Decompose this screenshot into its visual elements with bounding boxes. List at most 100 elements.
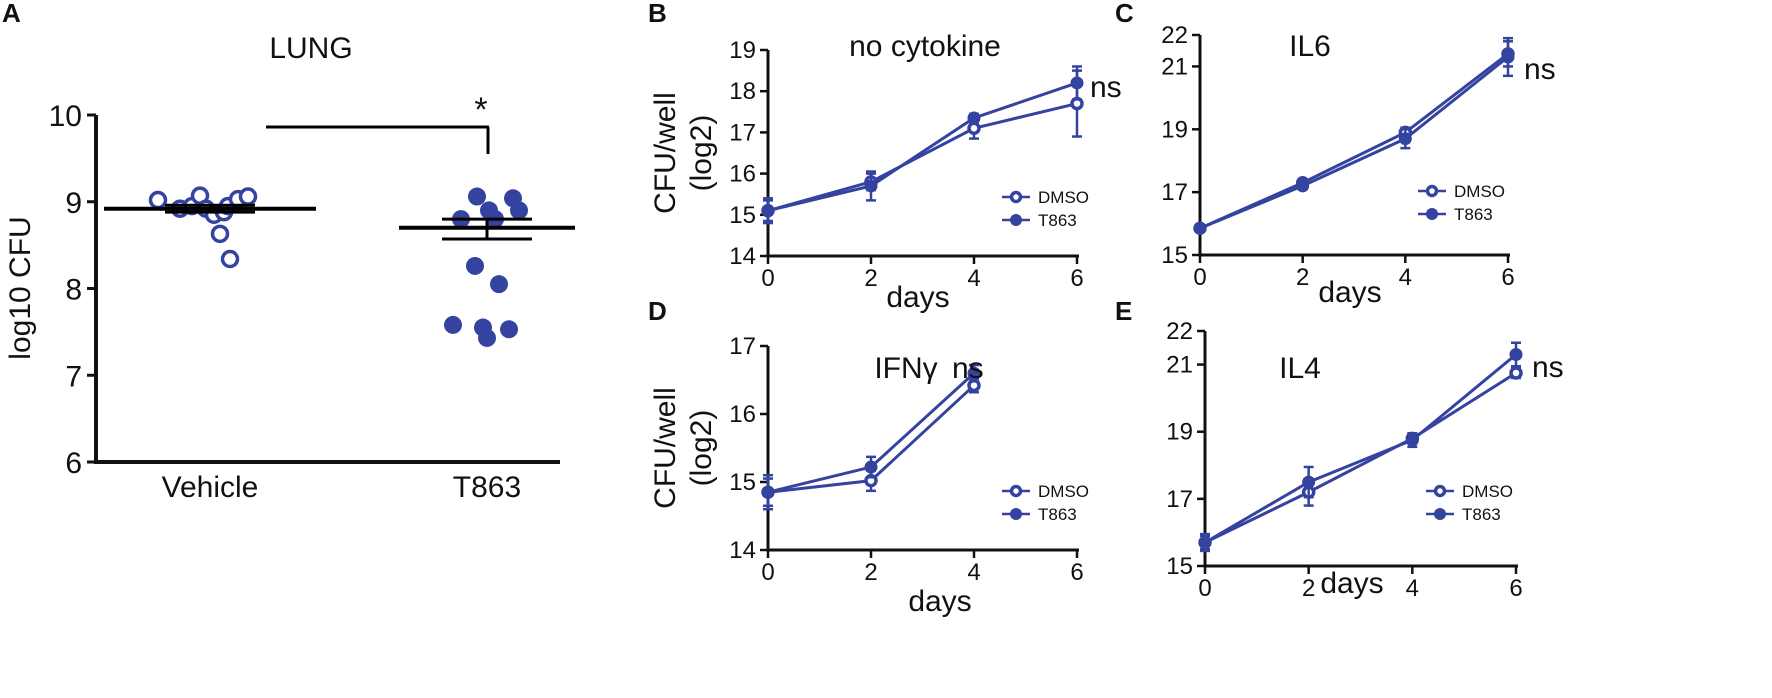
y-tick-label: 10 xyxy=(49,100,82,133)
data-point xyxy=(967,121,981,136)
x-tick-label: 2 xyxy=(1296,264,1309,291)
y-tick-label: 14 xyxy=(729,537,756,564)
y-tick-label: 19 xyxy=(1161,116,1188,143)
x-tick-label: 4 xyxy=(967,265,980,292)
x-tick-label: Vehicle xyxy=(162,471,259,504)
series-line xyxy=(1199,55,1509,230)
data-point xyxy=(468,187,486,206)
legend-label: T863 xyxy=(1462,505,1501,524)
y-tick-label: 15 xyxy=(1161,242,1188,269)
data-point xyxy=(220,249,240,269)
y-axis-label: log10 CFU xyxy=(4,216,37,359)
panel-letter: C xyxy=(1115,0,1134,28)
data-point xyxy=(1501,50,1515,64)
x-axis-label: days xyxy=(1320,567,1383,600)
data-point xyxy=(1070,76,1084,90)
legend-marker xyxy=(1434,508,1446,520)
y-tick-label: 17 xyxy=(1161,179,1188,206)
y-tick-label: 21 xyxy=(1161,53,1188,80)
series-line xyxy=(767,81,1078,213)
chart-title: no cytokine xyxy=(849,30,1001,63)
y-tick-label: 7 xyxy=(65,360,82,393)
legend-marker xyxy=(1009,484,1023,498)
panel-d: D IFNγ 14 15 16 17 0 2 4 6 days CFU/well (log2) ns DMS… xyxy=(648,296,1089,618)
data-point xyxy=(1509,366,1523,380)
panel-e: E IL4 15 17 19 21 22 0 2 4 6 days ns DMSO T863 xyxy=(1115,296,1564,602)
x-tick-label: 0 xyxy=(1198,575,1211,602)
data-point xyxy=(444,315,462,334)
panel-a: A LUNG 6 7 8 9 10 log10 CFU Vehicle T863 * xyxy=(2,0,575,504)
data-point xyxy=(210,224,230,244)
x-tick-label: 2 xyxy=(864,559,877,586)
data-point xyxy=(864,179,878,193)
x-axis-label: days xyxy=(886,281,949,314)
y-tick-label: 17 xyxy=(1166,486,1193,513)
data-point xyxy=(1398,132,1412,146)
data-point xyxy=(1198,536,1212,549)
legend-label: T863 xyxy=(1038,211,1077,230)
data-point xyxy=(1302,475,1316,489)
y-tick-label: 22 xyxy=(1161,22,1188,49)
significance-annotation: ns xyxy=(1090,71,1122,104)
legend-marker xyxy=(1009,190,1023,204)
x-tick-label: 6 xyxy=(1070,559,1083,586)
legend-label: T863 xyxy=(1038,505,1077,524)
series-line xyxy=(1204,371,1517,544)
chart-title: LUNG xyxy=(269,32,352,65)
panel-c: C IL6 15 17 19 21 22 0 2 4 6 days ns DMSO T863 xyxy=(1115,0,1556,309)
y-tick-label: 19 xyxy=(1166,419,1193,446)
legend-label: DMSO xyxy=(1038,188,1089,207)
legend-label: DMSO xyxy=(1038,482,1089,501)
data-point xyxy=(967,111,981,125)
legend-marker xyxy=(1425,184,1439,198)
x-tick-label: 6 xyxy=(1070,265,1083,292)
panel-letter: B xyxy=(648,0,667,28)
chart-title: IFNγ xyxy=(874,352,937,385)
x-tick-label: 4 xyxy=(967,559,980,586)
y-tick-label: 6 xyxy=(65,447,82,480)
panel-b: Bno cytokine 14 15 16 17 18 19 0 2 4 6 days CFU/well… xyxy=(648,0,1122,314)
data-point xyxy=(490,275,508,294)
y-tick-label: 15 xyxy=(1166,553,1193,580)
data-point xyxy=(1405,433,1419,447)
panel-letter: A xyxy=(2,0,21,28)
x-tick-label: 0 xyxy=(761,265,774,292)
y-tick-label: 16 xyxy=(729,401,756,428)
data-point xyxy=(864,460,878,474)
y-tick-label: 14 xyxy=(729,243,756,270)
data-point xyxy=(967,366,981,380)
data-point xyxy=(1193,221,1207,235)
data-point xyxy=(148,190,168,210)
data-point xyxy=(478,328,496,347)
legend-label: DMSO xyxy=(1462,482,1513,501)
y-tick-label: 8 xyxy=(65,274,82,307)
data-point xyxy=(500,320,518,339)
series-line xyxy=(1204,353,1517,544)
series-line xyxy=(1199,52,1509,230)
significance-annotation: ns xyxy=(952,352,984,385)
data-point xyxy=(238,187,258,206)
legend-label: T863 xyxy=(1454,205,1493,224)
data-point xyxy=(510,201,528,220)
x-axis-label: days xyxy=(1318,276,1381,309)
data-point xyxy=(761,485,775,499)
legend-label: DMSO xyxy=(1454,182,1505,201)
panel-letter: E xyxy=(1115,296,1132,326)
y-tick-label: 9 xyxy=(65,187,82,220)
x-tick-label: 2 xyxy=(864,265,877,292)
x-tick-label: T863 xyxy=(453,471,521,504)
x-tick-label: 0 xyxy=(761,559,774,586)
y-tick-label: 17 xyxy=(729,119,756,146)
data-point xyxy=(1509,348,1523,361)
y-tick-label: 22 xyxy=(1166,318,1193,345)
x-tick-label: 4 xyxy=(1406,575,1419,602)
y-axis-label: CFU/well xyxy=(649,92,682,214)
y-tick-label: 15 xyxy=(729,469,756,496)
x-tick-label: 0 xyxy=(1193,264,1206,291)
x-tick-label: 2 xyxy=(1302,575,1315,602)
significance-annotation: ns xyxy=(1532,351,1564,384)
x-tick-label: 4 xyxy=(1399,264,1412,291)
series-line xyxy=(767,102,1078,213)
panel-letter: D xyxy=(648,296,667,326)
